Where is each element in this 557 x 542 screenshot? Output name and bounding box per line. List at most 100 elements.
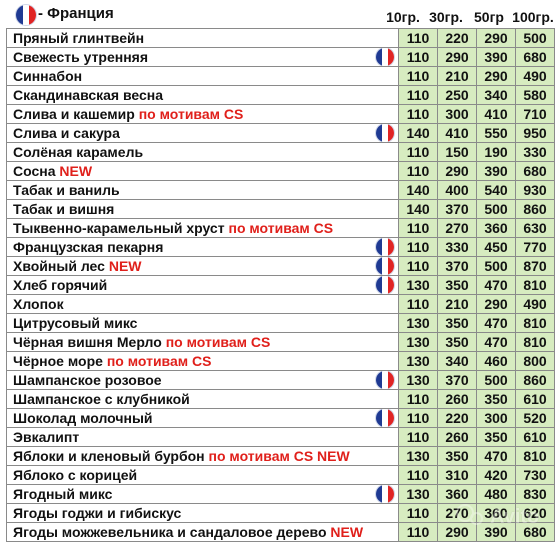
- price-p50-cell: 290: [476, 294, 516, 314]
- price-p10-cell: 130: [398, 351, 438, 371]
- price-p50-cell: 460: [476, 351, 516, 371]
- price-p10-cell: 130: [398, 313, 438, 333]
- price-p50-cell: 340: [476, 85, 516, 105]
- product-tag: по мотивам CS: [165, 334, 271, 350]
- price-p50-cell: 480: [476, 484, 516, 504]
- avito-watermark: Avito: [450, 500, 550, 536]
- product-name: Хлеб горячий: [13, 277, 108, 293]
- price-p10-cell: 110: [398, 218, 438, 238]
- product-name: Свежесть утренняя: [13, 49, 149, 65]
- product-name-cell: Ягоды можжевельника и сандаловое дерево …: [6, 522, 399, 542]
- product-name-cell: Синнабон: [6, 66, 399, 86]
- france-flag-icon: [376, 124, 394, 142]
- product-name-cell: Тыквенно-карамельный хруст по мотивам CS: [6, 218, 399, 238]
- price-p50-cell: 470: [476, 275, 516, 295]
- column-header-10g: 10гр.: [386, 9, 420, 25]
- table-row: Хлопок 110 210 290 490: [6, 294, 555, 314]
- product-name: Ягодный микс: [13, 486, 113, 502]
- product-name-cell: Чёрное море по мотивам CS: [6, 351, 399, 371]
- product-tag: по мотивам CS NEW: [208, 448, 350, 464]
- france-flag-icon: [16, 5, 36, 25]
- product-name: Ягоды можжевельника и сандаловое дерево: [13, 524, 327, 540]
- price-p100-cell: 800: [515, 351, 555, 371]
- product-name: Ягоды годжи и гибискус: [13, 505, 182, 521]
- product-name: Солёная карамель: [13, 144, 144, 160]
- product-name-cell: Свежесть утренняя: [6, 47, 399, 67]
- price-p30-cell: 360: [437, 484, 477, 504]
- price-p50-cell: 470: [476, 332, 516, 352]
- product-name: Сосна: [13, 163, 56, 179]
- product-name-cell: Ягоды годжи и гибискус: [6, 503, 399, 523]
- product-name: Табак и ваниль: [13, 182, 120, 198]
- price-p30-cell: 400: [437, 180, 477, 200]
- price-p30-cell: 370: [437, 199, 477, 219]
- table-row: Шампанское с клубникой 110 260 350 610: [6, 389, 555, 409]
- product-tag: по мотивам CS: [228, 220, 334, 236]
- france-flag-icon: [376, 257, 394, 275]
- price-p30-cell: 290: [437, 47, 477, 67]
- product-name: Слива и кашемир: [13, 106, 135, 122]
- price-p10-cell: 110: [398, 28, 438, 48]
- price-p10-cell: 130: [398, 446, 438, 466]
- table-row: Свежесть утренняя 110 290 390 680: [6, 47, 555, 67]
- price-p100-cell: 620: [515, 503, 555, 523]
- price-p100-cell: 810: [515, 275, 555, 295]
- table-row: Цитрусовый микс 130 350 470 810: [6, 313, 555, 333]
- product-name-cell: Пряный глинтвейн: [6, 28, 399, 48]
- product-name: Тыквенно-карамельный хруст: [13, 220, 225, 236]
- price-p100-cell: 330: [515, 142, 555, 162]
- price-p50-cell: 500: [476, 256, 516, 276]
- price-p30-cell: 370: [437, 256, 477, 276]
- price-p50-cell: 350: [476, 427, 516, 447]
- table-row: Солёная карамель 110 150 190 330: [6, 142, 555, 162]
- price-p10-cell: 110: [398, 47, 438, 67]
- price-p100-cell: 490: [515, 66, 555, 86]
- column-header-50g: 50гр: [474, 9, 504, 25]
- price-p50-cell: 290: [476, 66, 516, 86]
- product-tag: по мотивам CS: [138, 106, 244, 122]
- price-p10-cell: 130: [398, 484, 438, 504]
- table-row: Слива и сакура 140 410 550 950: [6, 123, 555, 143]
- price-p50-cell: 360: [476, 503, 516, 523]
- price-p30-cell: 350: [437, 313, 477, 333]
- watermark-text: Avito: [490, 506, 540, 528]
- product-name: Скандинавская весна: [13, 87, 164, 103]
- table-row: Яблоко с корицей 110 310 420 730: [6, 465, 555, 485]
- price-p50-cell: 540: [476, 180, 516, 200]
- price-p50-cell: 550: [476, 123, 516, 143]
- product-name: Хлопок: [13, 296, 64, 312]
- table-row: Слива и кашемир по мотивам CS 110 300 410 71…: [6, 104, 555, 124]
- price-p100-cell: 730: [515, 465, 555, 485]
- price-p10-cell: 110: [398, 408, 438, 428]
- price-p10-cell: 110: [398, 427, 438, 447]
- table-row: Хлеб горячий 130 350 470 810: [6, 275, 555, 295]
- table-row: Тыквенно-карамельный хруст по мотивам CS…: [6, 218, 555, 238]
- avito-logo-dot: [470, 512, 483, 525]
- product-name-cell: Хвойный лес NEW: [6, 256, 399, 276]
- price-header: - Франция 10гр. 30гр. 50гр 100гр.: [0, 0, 557, 28]
- product-tag: NEW: [108, 258, 142, 274]
- price-p10-cell: 130: [398, 332, 438, 352]
- product-name-cell: Хлопок: [6, 294, 399, 314]
- table-row: Чёрная вишня Мерло по мотивам CS 130 350 47…: [6, 332, 555, 352]
- price-p50-cell: 500: [476, 199, 516, 219]
- table-row: Скандинавская весна 110 250 340 580: [6, 85, 555, 105]
- table-row: Табак и вишня 140 370 500 860: [6, 199, 555, 219]
- price-p10-cell: 140: [398, 123, 438, 143]
- price-p30-cell: 370: [437, 370, 477, 390]
- table-row: Хвойный лес NEW 110 370 500 870: [6, 256, 555, 276]
- price-p10-cell: 110: [398, 142, 438, 162]
- table-row: Яблоки и кленовый бурбон по мотивам CS N…: [6, 446, 555, 466]
- product-name-cell: Табак и ваниль: [6, 180, 399, 200]
- price-p30-cell: 300: [437, 104, 477, 124]
- table-row: Ягоды можжевельника и сандаловое дерево …: [6, 522, 555, 542]
- price-p10-cell: 110: [398, 389, 438, 409]
- product-name-cell: Шампанское розовое: [6, 370, 399, 390]
- product-name-cell: Шоколад молочный: [6, 408, 399, 428]
- product-name-cell: Шампанское с клубникой: [6, 389, 399, 409]
- price-p30-cell: 220: [437, 408, 477, 428]
- table-row: Синнабон 110 210 290 490: [6, 66, 555, 86]
- product-name: Чёрное море: [13, 353, 103, 369]
- table-row: Чёрное море по мотивам CS 130 340 460 800: [6, 351, 555, 371]
- product-name: Эвкалипт: [13, 429, 80, 445]
